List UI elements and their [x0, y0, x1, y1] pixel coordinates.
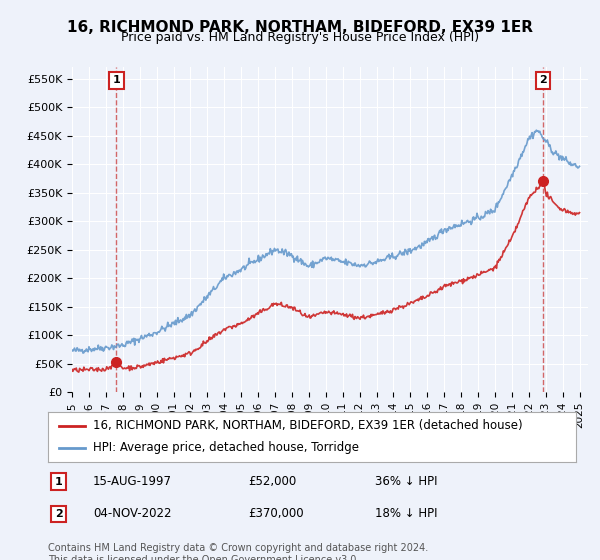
Text: 1: 1: [55, 477, 62, 487]
Text: 15-AUG-1997: 15-AUG-1997: [93, 475, 172, 488]
Text: 16, RICHMOND PARK, NORTHAM, BIDEFORD, EX39 1ER: 16, RICHMOND PARK, NORTHAM, BIDEFORD, EX…: [67, 20, 533, 35]
Text: HPI: Average price, detached house, Torridge: HPI: Average price, detached house, Torr…: [93, 441, 359, 454]
Text: 04-NOV-2022: 04-NOV-2022: [93, 507, 172, 520]
Text: 18% ↓ HPI: 18% ↓ HPI: [376, 507, 438, 520]
Text: £370,000: £370,000: [248, 507, 304, 520]
Text: 36% ↓ HPI: 36% ↓ HPI: [376, 475, 438, 488]
Text: 16, RICHMOND PARK, NORTHAM, BIDEFORD, EX39 1ER (detached house): 16, RICHMOND PARK, NORTHAM, BIDEFORD, EX…: [93, 419, 523, 432]
Text: £52,000: £52,000: [248, 475, 297, 488]
Text: 1: 1: [112, 75, 120, 85]
Text: 2: 2: [55, 509, 62, 519]
Text: Contains HM Land Registry data © Crown copyright and database right 2024.
This d: Contains HM Land Registry data © Crown c…: [48, 543, 428, 560]
Text: 2: 2: [539, 75, 547, 85]
Text: Price paid vs. HM Land Registry's House Price Index (HPI): Price paid vs. HM Land Registry's House …: [121, 31, 479, 44]
